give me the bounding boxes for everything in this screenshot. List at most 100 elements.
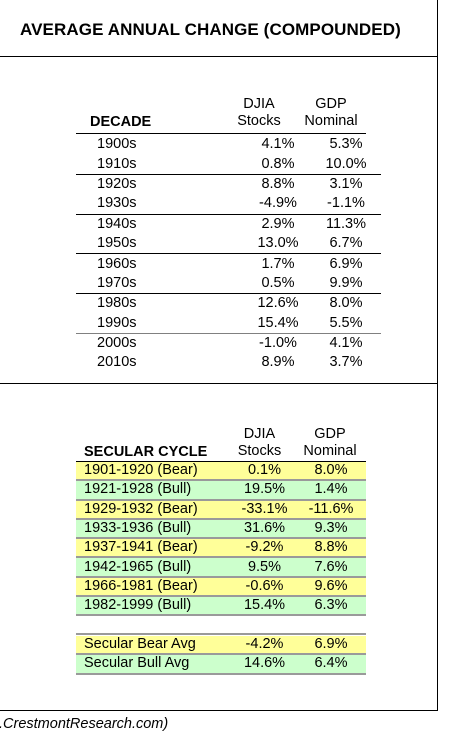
decade-gdp-value: 8.0% (311, 293, 381, 314)
decade-djia-value: 8.9% (261, 354, 295, 371)
secular-average-row: Secular Bull Avg 14.6% 6.4% (76, 654, 366, 675)
secular-row-djia-value: 19.5% (233, 480, 296, 501)
secular-row-gdp-value: 8.8% (296, 538, 366, 559)
secular-table: 1901-1920 (Bear) 0.1% 8.0% 1921-1928 (Bull)… (76, 462, 366, 617)
decade-djia-value: 0.5% (261, 274, 295, 291)
secular-row-label: 1982-1999 (Bull) (76, 596, 233, 617)
averages-top-rule (76, 633, 366, 635)
decade-label: 1940s (76, 213, 245, 234)
secular-average-row: Secular Bear Avg -4.2% 6.9% (76, 636, 366, 656)
decade-djia-value: 4.1% (261, 136, 295, 153)
decade-gdp-value: 9.9% (329, 274, 363, 291)
decade-gdp-value: 3.7% (329, 354, 363, 371)
secular-gdp-header-line2: Nominal (303, 443, 357, 459)
secular-djia-header: DJIA Stocks (228, 426, 291, 460)
decade-label: 1990s (97, 314, 137, 331)
secular-row-label: 1942-1965 (Bull) (76, 557, 233, 578)
secular-gdp-header-line1: GDP (314, 426, 346, 442)
decade-djia-value: 12.6% (245, 293, 311, 314)
secular-row-djia-value: 31.6% (233, 518, 296, 540)
decade-header: DECADE (90, 114, 152, 130)
secular-average-row-label: Secular Bull Avg (76, 654, 233, 675)
decade-row: 1920s 8.8% 3.1% (76, 173, 381, 195)
secular-row-gdp-value: 8.0% (296, 462, 366, 482)
decade-label: 2000s (76, 332, 245, 354)
secular-row-label: 1929-1932 (Bear) (76, 499, 233, 520)
decade-djia-value: -1.0% (245, 332, 311, 354)
decade-djia-value: -4.9% (259, 195, 297, 212)
decade-gdp-value: 3.1% (311, 173, 381, 195)
secular-averages-table: Secular Bear Avg -4.2% 6.9% Secular Bull Av… (76, 636, 366, 675)
secular-row-djia-value: -9.2% (233, 538, 296, 559)
decade-djia-header-line2: Stocks (237, 113, 281, 129)
section-divider (0, 383, 437, 384)
page-title: AVERAGE ANNUAL CHANGE (COMPOUNDED) (20, 20, 401, 39)
secular-row: 1929-1932 (Bear) -33.1% -11.6% (76, 499, 366, 520)
decade-row: 1900s 4.1% 5.3% (76, 135, 381, 154)
secular-row: 1901-1920 (Bear) 0.1% 8.0% (76, 462, 366, 482)
decade-label: 1960s (76, 253, 245, 274)
decade-gdp-value: 5.5% (329, 314, 363, 331)
source-footer: .CrestmontResearch.com) (0, 716, 169, 732)
decade-label: 1910s (97, 155, 137, 172)
decade-gdp-value: 11.3% (311, 213, 381, 234)
secular-row: 1982-1999 (Bull) 15.4% 6.3% (76, 596, 366, 617)
secular-row-gdp-value: 9.3% (296, 518, 366, 540)
decade-row: 1970s 0.5% 9.9% (76, 274, 381, 294)
decade-gdp-header-line2: Nominal (304, 113, 358, 129)
secular-row-label: 1933-1936 (Bull) (76, 518, 233, 540)
secular-row-label: 1937-1941 (Bear) (76, 538, 233, 559)
decade-gdp-value: 6.9% (311, 253, 381, 274)
secular-row-gdp-value: 1.4% (296, 480, 366, 501)
secular-gdp-header: GDP Nominal (295, 426, 365, 460)
decade-row: 1950s 13.0% 6.7% (76, 234, 381, 254)
secular-header-rule (76, 461, 366, 462)
decade-djia-value: 8.8% (245, 173, 311, 195)
secular-row-djia-value: 15.4% (233, 596, 296, 617)
secular-average-row-gdp-value: 6.9% (296, 636, 366, 656)
secular-row-gdp-value: 7.6% (296, 557, 366, 578)
secular-header: SECULAR CYCLE (84, 444, 208, 460)
decade-gdp-value: -1.1% (327, 195, 365, 212)
secular-row: 1937-1941 (Bear) -9.2% 8.8% (76, 538, 366, 559)
secular-average-row-gdp-value: 6.4% (296, 654, 366, 675)
secular-row-gdp-value: -11.6% (296, 499, 366, 520)
decade-djia-value: 0.8% (261, 155, 295, 172)
secular-row-label: 1921-1928 (Bull) (76, 480, 233, 501)
decade-djia-value: 2.9% (245, 213, 311, 234)
decade-row: 1910s 0.8% 10.0% (76, 154, 381, 174)
secular-row: 1933-1936 (Bull) 31.6% 9.3% (76, 518, 366, 540)
decade-gdp-value: 5.3% (329, 136, 363, 153)
decade-djia-header-line1: DJIA (243, 96, 275, 112)
secular-row-djia-value: 0.1% (233, 462, 296, 482)
decade-gdp-value: 4.1% (311, 332, 381, 354)
decade-gdp-value: 6.7% (329, 235, 363, 252)
decade-row: 1940s 2.9% 11.3% (76, 213, 381, 234)
decade-gdp-header-line1: GDP (315, 96, 347, 112)
secular-row: 1966-1981 (Bear) -0.6% 9.6% (76, 576, 366, 598)
decade-row: 1960s 1.7% 6.9% (76, 253, 381, 274)
decade-label: 1900s (97, 136, 137, 153)
secular-average-row-djia-value: -4.2% (233, 636, 296, 656)
secular-row-djia-value: -33.1% (233, 499, 296, 520)
decade-label: 1970s (97, 274, 137, 291)
decade-label: 1980s (76, 293, 245, 314)
decade-gdp-header: GDP Nominal (296, 96, 366, 130)
decade-label: 2010s (97, 354, 137, 371)
decade-djia-header: DJIA Stocks (226, 96, 292, 130)
decade-row: 1980s 12.6% 8.0% (76, 293, 381, 314)
title-divider (0, 56, 437, 57)
decade-label: 1920s (76, 173, 245, 195)
decade-label: 1930s (97, 195, 137, 212)
decade-table: 1900s 4.1% 5.3% 1910s 0.8% 10.0% 1920s 8.8% 3.1%… (76, 135, 381, 373)
secular-row: 1921-1928 (Bull) 19.5% 1.4% (76, 480, 366, 501)
secular-row-gdp-value: 6.3% (296, 596, 366, 617)
decade-djia-value: 15.4% (257, 314, 299, 331)
secular-row-djia-value: 9.5% (233, 557, 296, 578)
secular-row-djia-value: -0.6% (233, 576, 296, 598)
secular-row-gdp-value: 9.6% (296, 576, 366, 598)
secular-row: 1942-1965 (Bull) 9.5% 7.6% (76, 557, 366, 578)
secular-djia-header-line2: Stocks (237, 443, 282, 459)
secular-row-label: 1966-1981 (Bear) (76, 576, 233, 598)
decade-row: 1990s 15.4% 5.5% (76, 314, 381, 334)
